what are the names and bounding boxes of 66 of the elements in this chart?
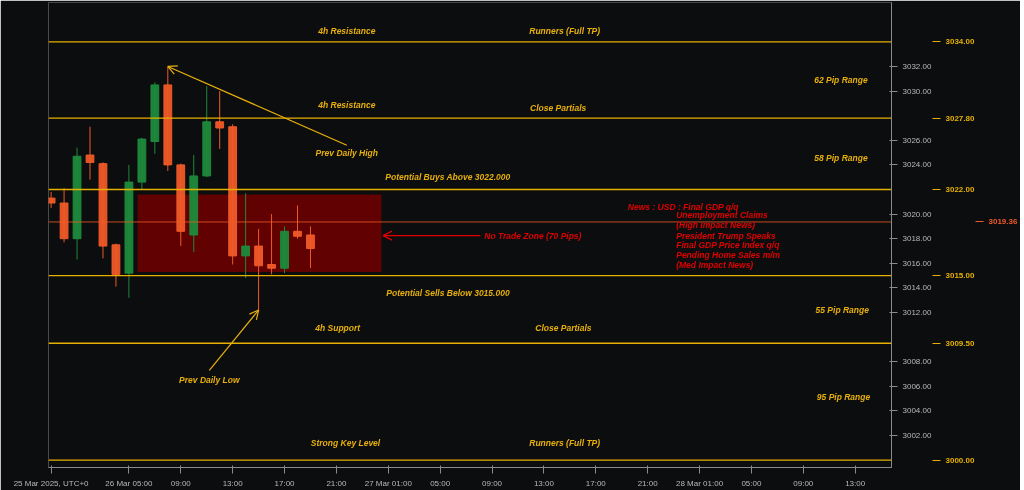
annotation: 4h Support [314,323,362,334]
y-tick-label: 3002.00 [902,431,932,441]
candlestick [241,192,251,279]
candlestick [306,225,315,269]
x-tick-label: 25 Mar 2025, UTC+0 [13,478,90,488]
x-tick-label: 05:00 [430,478,451,488]
y-tick-label: 3006.00 [902,381,932,391]
candlestick [48,191,56,209]
annotation: Final GDP Price Index q/q [676,239,781,250]
x-tick-label: 05:00 [741,478,762,488]
x-tick-label: 17:00 [585,478,607,488]
x-tick-label: 21:00 [637,478,659,488]
annotation: Prev Daily High [315,147,378,158]
annotation: 4h Resistance [317,25,376,36]
annotation: 55 Pip Range [815,305,870,316]
annotation: 58 Pip Range [814,152,868,163]
annotation: News : USD : Final GDP q/q [627,201,740,212]
annotation: Strong Key Level [310,437,381,448]
ref-line-label: 3015.00 [945,271,975,281]
annotation: Unemployment Claims [676,210,769,221]
y-tick-label: 3032.00 [902,61,932,71]
ref-line-label: 3009.50 [945,338,975,348]
candlestick [254,228,263,311]
x-tick-label: 09:00 [170,478,192,488]
annotation: Close Partials [530,103,587,114]
x-tick-label: 21:00 [326,478,347,488]
y-tick-label: 3030.00 [902,86,932,96]
annotation: Pending Home Sales m/m [676,249,781,260]
y-tick-label: 3016.00 [902,258,932,268]
x-tick-label: 13:00 [222,478,244,488]
y-tick-label: 3004.00 [902,406,932,416]
annotation: 4h Resistance [317,99,376,110]
x-tick-label: 13:00 [533,478,555,488]
annotation: No Trade Zone (70 Pips) [484,230,582,241]
y-tick-label: 3014.00 [902,283,932,293]
x-tick-label: 13:00 [845,478,866,488]
annotation: 95 Pip Range [816,392,871,403]
annotation: President Trump Speaks [676,230,776,241]
annotation: Close Partials [535,323,592,334]
annotation: (High Impact News) [676,220,756,231]
annotation: (Med Impact News) [676,259,754,270]
ref-line-label: 3022.00 [945,184,975,194]
candlestick [215,90,225,150]
x-tick-label: 09:00 [482,478,503,488]
ref-line-label: 3027.80 [945,113,975,123]
ref-line-label: 3000.00 [945,455,975,465]
x-tick-label: 09:00 [793,478,814,488]
x-tick-label: 17:00 [274,478,296,488]
candlestick [85,126,95,181]
ref-line-label: 3019.36 [988,217,1018,227]
annotation: Runners (Full TP) [529,25,601,36]
annotation: Prev Daily Low [179,375,241,386]
x-tick-label: 28 Mar 01:00 [675,478,724,488]
ref-line-label: 3034.00 [945,37,975,47]
y-tick-label: 3018.00 [902,234,932,244]
annotation: Runners (Full TP) [529,437,601,448]
x-tick-label: 26 Mar 05:00 [105,478,154,488]
y-tick-label: 3008.00 [902,357,932,367]
x-tick-label: 27 Mar 01:00 [364,478,413,488]
y-tick-label: 3012.00 [902,308,932,317]
y-tick-label: 3026.00 [902,135,932,145]
annotation: Potential Buys Above 3022.000 [385,172,511,183]
y-tick-label: 3024.00 [902,160,932,170]
annotation: 62 Pip Range [814,75,868,85]
annotation: Potential Sells Below 3015.000 [386,287,510,298]
y-tick-label: 3020.00 [902,209,932,219]
